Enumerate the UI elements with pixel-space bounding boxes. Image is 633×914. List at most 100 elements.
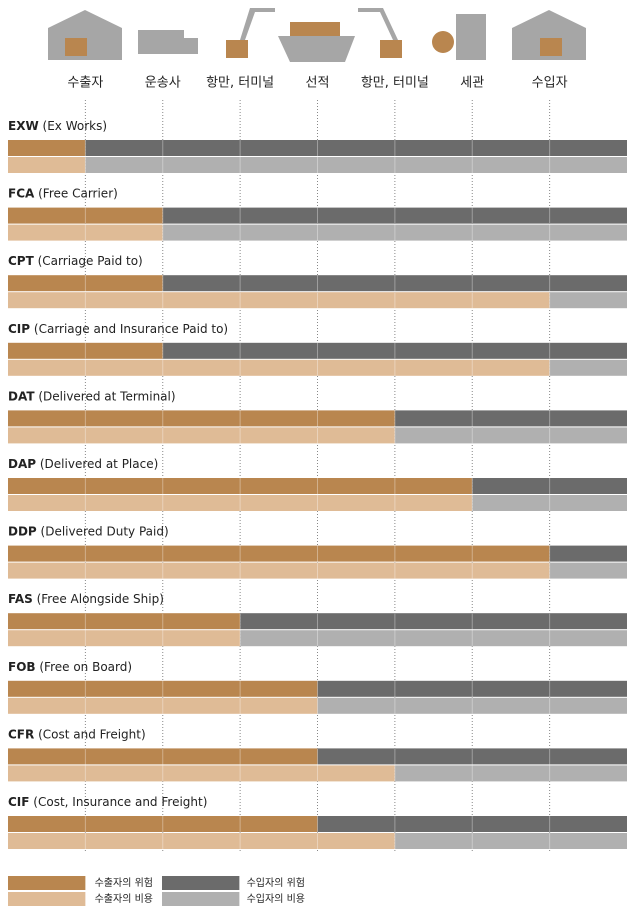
stage-label: 항만, 터미널 — [361, 76, 429, 91]
exporter-risk — [8, 207, 163, 224]
importer-cost — [162, 224, 627, 241]
term-name: (Carriage and Insurance Paid to) — [34, 321, 228, 335]
stage-label: 항만, 터미널 — [206, 76, 274, 91]
term-code: FAS — [8, 592, 33, 606]
exporter-risk — [8, 613, 241, 630]
exporter-cost — [8, 359, 550, 376]
exporter-risk — [8, 275, 163, 292]
importer-risk — [317, 680, 627, 697]
stage-label: 수입자 — [532, 76, 568, 91]
icons — [48, 8, 586, 62]
exporter-risk — [8, 140, 86, 156]
term-name: (Delivered at Place) — [40, 457, 158, 471]
exporter-cost — [8, 292, 550, 309]
exporter-cost — [8, 495, 473, 511]
exporter-cost — [8, 630, 241, 647]
box-icon — [540, 38, 562, 56]
term-name: (Free Alongside Ship) — [37, 592, 164, 606]
importer-cost — [394, 833, 627, 849]
stage-label: 세관 — [460, 76, 484, 91]
crane-icon — [240, 8, 275, 40]
importer-risk — [472, 478, 627, 494]
importer-risk — [162, 207, 627, 224]
term-name: (Free on Board) — [39, 659, 132, 673]
exporter-cost — [8, 224, 163, 241]
importer-risk — [549, 545, 627, 562]
importer-cost — [549, 562, 627, 579]
importer-cost — [317, 697, 627, 714]
legend-swatch — [162, 892, 240, 906]
importer-risk — [240, 613, 627, 630]
exporter-risk — [8, 410, 395, 427]
crane-icon — [358, 8, 398, 40]
crate-icon — [226, 40, 248, 58]
importer-cost — [549, 359, 627, 376]
row-label: EXW (Ex Works) — [8, 119, 107, 133]
term-name: (Cost, Insurance and Freight) — [33, 795, 207, 809]
importer-risk — [85, 140, 627, 156]
ship-icon — [278, 36, 355, 62]
ship-cargo — [290, 22, 340, 36]
term-code: EXW — [8, 119, 39, 133]
term-code: CFR — [8, 727, 34, 741]
legend-label: 수출자의 비용 — [95, 893, 153, 905]
truck-cab — [184, 38, 198, 54]
row-label: FCA (Free Carrier) — [8, 186, 118, 200]
exporter-cost — [8, 833, 395, 849]
term-name: (Cost and Freight) — [38, 727, 146, 741]
box-icon — [65, 38, 87, 56]
term-code: FCA — [8, 186, 35, 200]
term-name: (Free Carrier) — [38, 186, 118, 200]
exporter-risk — [8, 545, 550, 562]
term-name: (Delivered Duty Paid) — [41, 524, 169, 538]
term-code: CIF — [8, 795, 29, 809]
row-label: FOB (Free on Board) — [8, 659, 132, 673]
stage-label: 선적 — [306, 76, 330, 91]
row-label: CPT (Carriage Paid to) — [8, 254, 143, 268]
term-name: (Delivered at Terminal) — [38, 389, 175, 403]
stage-label: 수출자 — [67, 76, 103, 91]
exporter-cost — [8, 157, 86, 173]
importer-cost — [240, 630, 627, 647]
row-label: DDP (Delivered Duty Paid) — [8, 524, 169, 538]
exporter-risk — [8, 478, 473, 494]
exporter-cost — [8, 427, 395, 444]
exporter-risk — [8, 680, 318, 697]
row-label: CIP (Carriage and Insurance Paid to) — [8, 321, 228, 335]
exporter-cost — [8, 697, 318, 714]
importer-cost — [472, 495, 627, 511]
importer-risk — [162, 275, 627, 292]
importer-cost — [549, 292, 627, 309]
legend-label: 수입자의 위험 — [247, 876, 305, 889]
legend-swatch — [162, 876, 240, 890]
term-code: DAT — [8, 389, 35, 403]
term-name: (Ex Works) — [43, 119, 108, 133]
truck-icon — [138, 30, 184, 54]
check-icon — [432, 31, 454, 53]
importer-cost — [394, 427, 627, 444]
exporter-risk — [8, 748, 318, 765]
exporter-risk — [8, 816, 318, 832]
importer-risk — [394, 410, 627, 427]
importer-risk — [317, 816, 627, 832]
term-code: DDP — [8, 524, 37, 538]
term-name: (Carriage Paid to) — [38, 254, 143, 268]
row-label: DAT (Delivered at Terminal) — [8, 389, 176, 403]
row-label: CFR (Cost and Freight) — [8, 727, 146, 741]
term-code: DAP — [8, 457, 36, 471]
importer-risk — [162, 342, 627, 359]
importer-risk — [317, 748, 627, 765]
exporter-risk — [8, 342, 163, 359]
row-label: FAS (Free Alongside Ship) — [8, 592, 164, 606]
term-code: CIP — [8, 321, 30, 335]
term-code: FOB — [8, 659, 36, 673]
exporter-cost — [8, 562, 550, 579]
exporter-cost — [8, 765, 395, 782]
term-code: CPT — [8, 254, 35, 268]
clipboard-icon — [456, 14, 486, 60]
stage-label: 운송사 — [145, 76, 181, 91]
legend-label: 수출자의 위험 — [95, 876, 153, 889]
row-label: CIF (Cost, Insurance and Freight) — [8, 795, 207, 809]
legend-label: 수입자의 비용 — [247, 892, 305, 905]
